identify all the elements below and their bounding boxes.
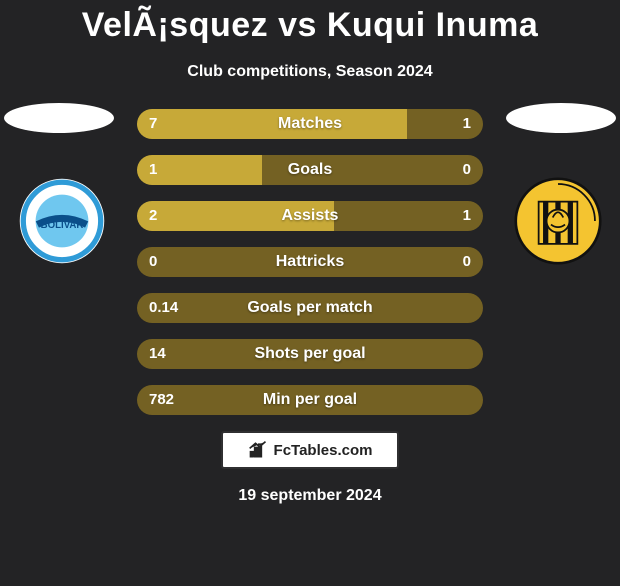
stat-label: Assists — [137, 201, 483, 231]
svg-text:BOLIVAR: BOLIVAR — [41, 220, 84, 231]
player-head-right — [506, 103, 616, 133]
subtitle: Club competitions, Season 2024 — [0, 63, 620, 81]
date-text: 19 september 2024 — [0, 487, 620, 505]
chart-icon — [248, 440, 268, 460]
stat-label: Hattricks — [137, 247, 483, 277]
stat-row: 782Min per goal — [137, 385, 483, 415]
stat-label: Matches — [137, 109, 483, 139]
stat-label: Goals per match — [137, 293, 483, 323]
stat-row: 21Assists — [137, 201, 483, 231]
stats-rows: 71Matches 10Goals 21Assists 00Hattricks 0.14… — [137, 109, 483, 415]
fctables-text: FcTables.com — [274, 442, 373, 459]
fctables-badge: FcTables.com — [221, 431, 399, 469]
page-title: VelÃ¡squez vs Kuqui Inuma — [0, 6, 620, 45]
stat-row: 14Shots per goal — [137, 339, 483, 369]
stat-row: 0.14Goals per match — [137, 293, 483, 323]
player-head-left — [4, 103, 114, 133]
comparison-arena: BOLIVAR 71Matches 10Goals 21Assists 00Hattr… — [0, 109, 620, 415]
club-badge-left: BOLIVAR — [18, 177, 106, 265]
stat-row: 71Matches — [137, 109, 483, 139]
stat-label: Goals — [137, 155, 483, 185]
the-strongest-logo-icon — [514, 177, 602, 265]
stat-label: Min per goal — [137, 385, 483, 415]
stat-row: 10Goals — [137, 155, 483, 185]
bolivar-logo-icon: BOLIVAR — [18, 177, 106, 265]
club-badge-right — [514, 177, 602, 265]
stat-row: 00Hattricks — [137, 247, 483, 277]
stat-label: Shots per goal — [137, 339, 483, 369]
